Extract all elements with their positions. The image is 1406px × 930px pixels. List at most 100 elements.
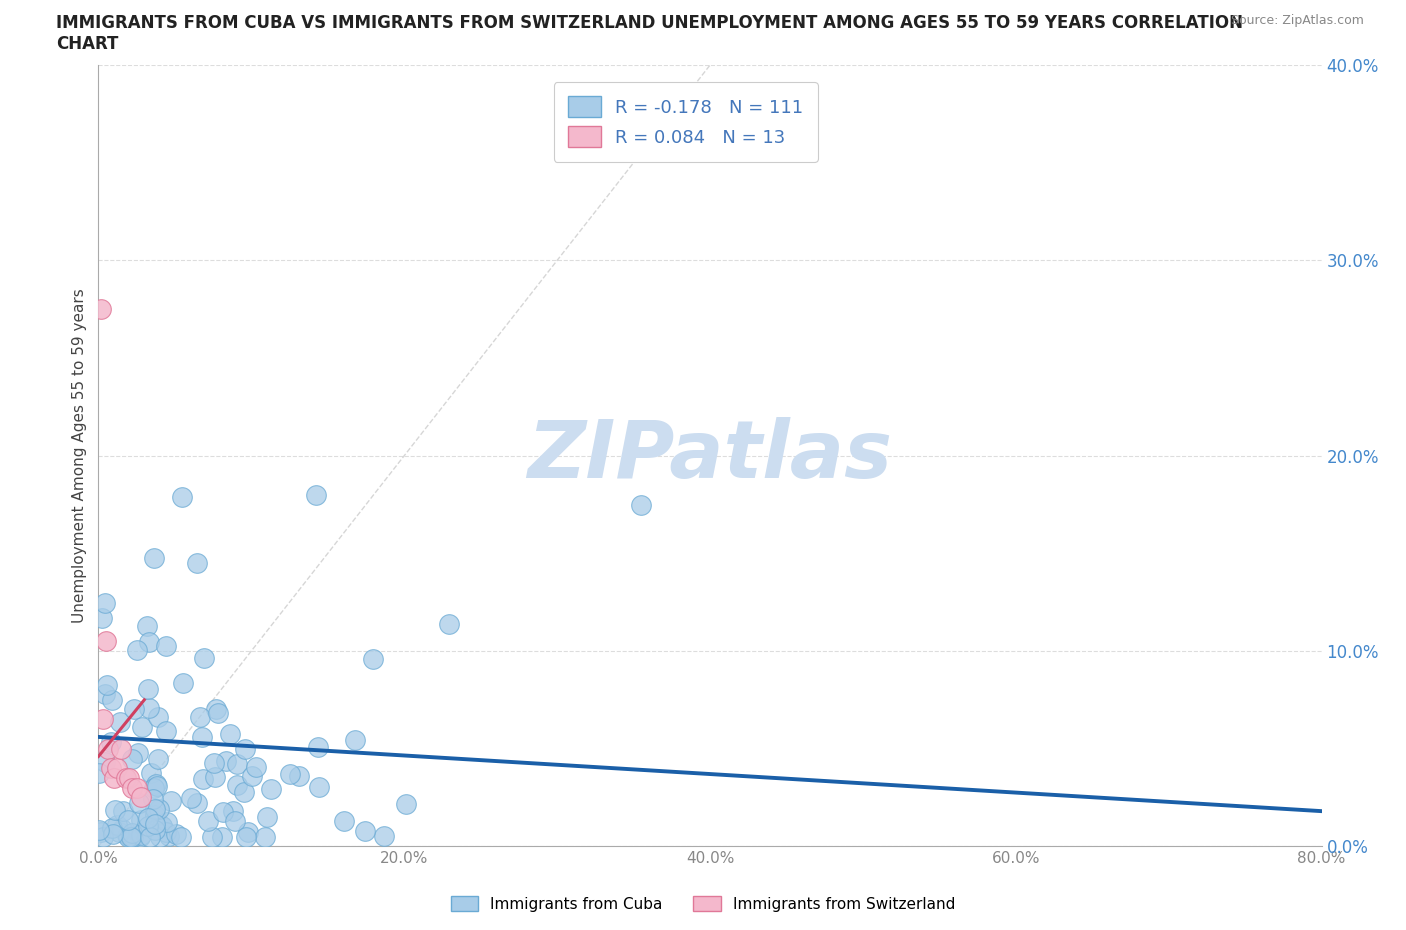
Point	[150, 819, 173, 834]
Point	[138, 635, 160, 650]
Point	[101, 827, 124, 842]
Point	[94, 596, 117, 611]
Point	[245, 760, 267, 775]
Point	[157, 828, 180, 843]
Point	[127, 746, 149, 761]
Point	[215, 753, 238, 768]
Point	[165, 826, 187, 841]
Point	[91, 712, 114, 727]
Point	[155, 825, 177, 840]
Point	[104, 803, 127, 817]
Point	[172, 489, 194, 504]
Point	[180, 790, 202, 805]
Text: IMMIGRANTS FROM CUBA VS IMMIGRANTS FROM SWITZERLAND UNEMPLOYMENT AMONG AGES 55 T: IMMIGRANTS FROM CUBA VS IMMIGRANTS FROM …	[56, 14, 1243, 32]
Point	[205, 701, 228, 716]
Point	[373, 829, 395, 844]
Point	[129, 790, 152, 805]
Point	[353, 823, 375, 838]
Point	[260, 781, 283, 796]
Point	[124, 701, 146, 716]
Point	[201, 830, 224, 844]
Point	[100, 735, 122, 750]
Point	[136, 682, 159, 697]
Point	[100, 693, 122, 708]
Point	[122, 830, 145, 844]
Point	[96, 678, 118, 693]
Point	[278, 766, 301, 781]
Point	[149, 830, 172, 844]
Point	[146, 751, 169, 766]
Point	[128, 796, 150, 811]
Point	[145, 777, 167, 791]
Point	[110, 741, 132, 756]
Text: ZIPatlas: ZIPatlas	[527, 417, 893, 495]
Point	[118, 770, 141, 785]
Legend: Immigrants from Cuba, Immigrants from Switzerland: Immigrants from Cuba, Immigrants from Sw…	[444, 889, 962, 918]
Text: Source: ZipAtlas.com: Source: ZipAtlas.com	[1230, 14, 1364, 27]
Legend: R = -0.178   N = 111, R = 0.084   N = 13: R = -0.178 N = 111, R = 0.084 N = 13	[554, 82, 817, 162]
Point	[225, 757, 247, 772]
Point	[121, 825, 143, 840]
Y-axis label: Unemployment Among Ages 55 to 59 years: Unemployment Among Ages 55 to 59 years	[72, 288, 87, 623]
Point	[108, 825, 131, 840]
Point	[120, 830, 142, 844]
Point	[191, 772, 214, 787]
Point	[90, 301, 112, 316]
Point	[142, 792, 165, 807]
Point	[190, 730, 212, 745]
Point	[197, 814, 219, 829]
Point	[186, 795, 208, 810]
Point	[115, 828, 138, 843]
Point	[202, 755, 225, 770]
Point	[207, 706, 229, 721]
Point	[129, 813, 152, 828]
Point	[172, 675, 194, 690]
Point	[193, 650, 215, 665]
Point	[94, 755, 117, 770]
Point	[105, 817, 128, 832]
Point	[233, 784, 256, 799]
Point	[138, 830, 160, 844]
Point	[155, 639, 177, 654]
Point	[155, 814, 177, 829]
Point	[344, 732, 367, 747]
Point	[155, 724, 177, 738]
Point	[145, 822, 167, 837]
Point	[148, 802, 170, 817]
Point	[87, 823, 110, 838]
Point	[145, 817, 167, 831]
Point	[150, 818, 173, 833]
Point	[240, 768, 263, 783]
Text: CHART: CHART	[56, 35, 118, 53]
Point	[233, 741, 256, 756]
Point	[129, 830, 152, 844]
Point	[93, 830, 115, 844]
Point	[254, 830, 277, 844]
Point	[141, 765, 163, 780]
Point	[142, 551, 165, 565]
Point	[308, 779, 330, 794]
Point	[143, 802, 166, 817]
Point	[138, 700, 160, 715]
Point	[186, 555, 208, 570]
Point	[235, 830, 257, 844]
Point	[125, 643, 148, 658]
Point	[110, 714, 132, 729]
Point	[395, 797, 418, 812]
Point	[129, 828, 152, 843]
Point	[117, 813, 139, 828]
Point	[97, 741, 120, 756]
Point	[211, 804, 233, 819]
Point	[111, 804, 134, 818]
Point	[87, 765, 110, 780]
Point	[143, 807, 166, 822]
Point	[363, 651, 385, 666]
Point	[236, 824, 259, 839]
Point	[146, 779, 169, 794]
Point	[91, 610, 114, 625]
Point	[111, 822, 134, 837]
Point	[100, 761, 122, 776]
Point	[93, 687, 115, 702]
Point	[105, 761, 128, 776]
Point	[121, 751, 143, 766]
